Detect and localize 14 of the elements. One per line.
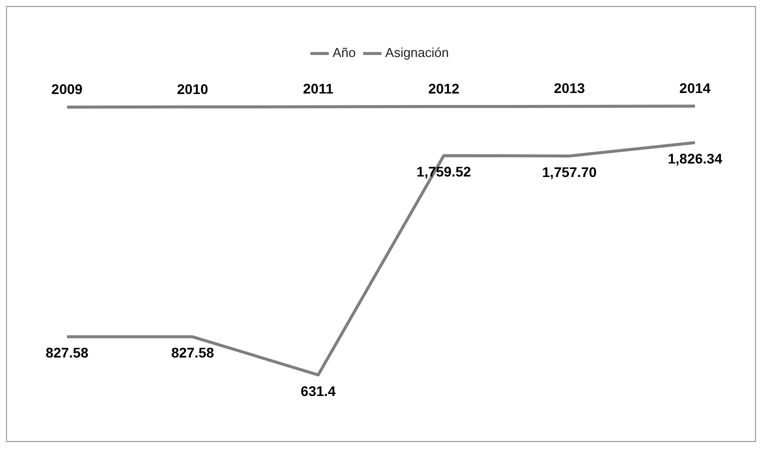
legend-label: Año xyxy=(332,45,356,60)
data-label: 827.58 xyxy=(46,344,89,361)
data-label: 827.58 xyxy=(171,344,214,361)
data-label: 1,759.52 xyxy=(416,163,472,180)
data-label: 1,826.34 xyxy=(668,150,722,166)
data-label: 2011 xyxy=(303,80,334,97)
data-label: 1,757.70 xyxy=(542,164,597,180)
data-label: 2010 xyxy=(177,80,208,97)
legend-label: Asignación xyxy=(385,45,449,60)
data-label: 2013 xyxy=(554,80,586,96)
data-label: 2009 xyxy=(51,80,83,97)
data-label: 631.4 xyxy=(300,382,336,399)
data-label: 2014 xyxy=(679,80,711,96)
data-label: 2012 xyxy=(428,80,460,96)
